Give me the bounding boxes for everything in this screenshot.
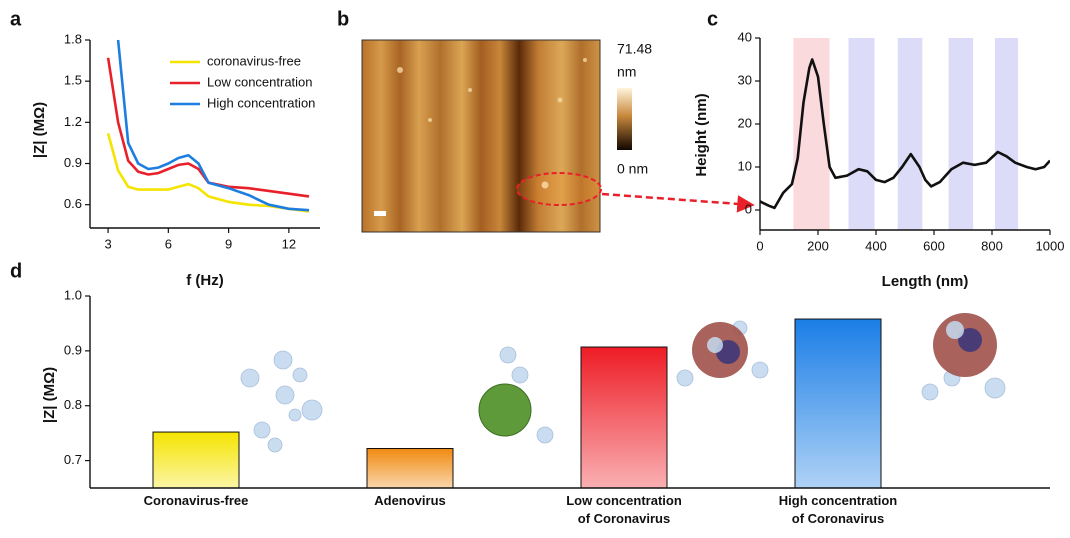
x-tick-label: 12: [282, 236, 296, 251]
bar: [794, 318, 882, 489]
y-tick-label: 30: [738, 72, 752, 87]
x-tick-label: 3: [104, 236, 111, 251]
x-axis-label: f (Hz): [186, 272, 224, 289]
bar: [152, 431, 240, 489]
highlight-band: [897, 38, 923, 230]
panel-label: a: [10, 8, 22, 30]
highlight-band: [948, 38, 974, 230]
x-tick-label: 6: [165, 236, 172, 251]
x-tick-label: 800: [981, 238, 1003, 253]
legend-label: coronavirus-free: [207, 53, 301, 68]
x-tick-label: 9: [225, 236, 232, 251]
x-tick-label: 0: [756, 238, 763, 253]
y-tick-label: 40: [738, 29, 752, 44]
data-line: [106, 57, 310, 198]
x-tick-label: Adenovirus: [374, 493, 446, 508]
panel-label: d: [10, 260, 22, 282]
y-tick-label: 0.7: [64, 452, 82, 467]
afm-spots: [397, 58, 587, 189]
legend-label: High concentration: [207, 95, 315, 110]
colorbar-min: 0 nm: [617, 161, 648, 177]
x-tick-label: 600: [923, 238, 945, 253]
data-line: [106, 132, 310, 213]
data-line: [116, 39, 310, 212]
bar: [366, 448, 454, 489]
x-tick-label: 200: [807, 238, 829, 253]
x-tick-label: 1000: [1036, 238, 1065, 253]
y-tick-label: 0.9: [64, 342, 82, 357]
colorbar: [617, 88, 632, 150]
adenovirus-illustration: [478, 383, 532, 437]
y-axis-label: Height (nm): [693, 93, 710, 176]
colorbar-max-unit: nm: [617, 64, 636, 80]
data-line: [760, 58, 1050, 210]
y-tick-label: 1.5: [64, 73, 82, 88]
y-axis-label: |Z| (MΩ): [41, 367, 58, 423]
highlight-band: [848, 38, 875, 230]
y-tick-label: 0.8: [64, 397, 82, 412]
x-tick-label: 400: [865, 238, 887, 253]
x-tick-label: Low concentration of Coronavirus: [566, 493, 682, 526]
y-tick-label: 1.2: [64, 114, 82, 129]
panel-label: b: [337, 8, 349, 30]
y-tick-label: 0: [745, 201, 752, 216]
x-tick-label: High concentration of Coronavirus: [778, 493, 898, 526]
y-axis-label: |Z| (MΩ): [31, 102, 48, 158]
highlight-band: [994, 38, 1019, 230]
x-tick-label: Coronavirus-free: [143, 493, 249, 508]
scale-bar: [374, 211, 386, 216]
bar: [580, 346, 668, 489]
arrow: [601, 192, 755, 213]
y-tick-label: 0.6: [64, 196, 82, 211]
colorbar-max: 71.48: [617, 41, 652, 57]
highlight-ellipse: [516, 172, 602, 206]
y-tick-label: 0.9: [64, 155, 82, 170]
legend-label: Low concentration: [207, 74, 313, 89]
y-tick-label: 1.0: [64, 287, 82, 302]
y-tick-label: 20: [738, 115, 752, 130]
y-tick-label: 1.8: [64, 31, 82, 46]
panel-label: c: [707, 8, 718, 30]
coronavirus-illustration: [692, 313, 997, 378]
x-axis-label: Length (nm): [882, 273, 969, 290]
y-tick-label: 10: [738, 158, 752, 173]
